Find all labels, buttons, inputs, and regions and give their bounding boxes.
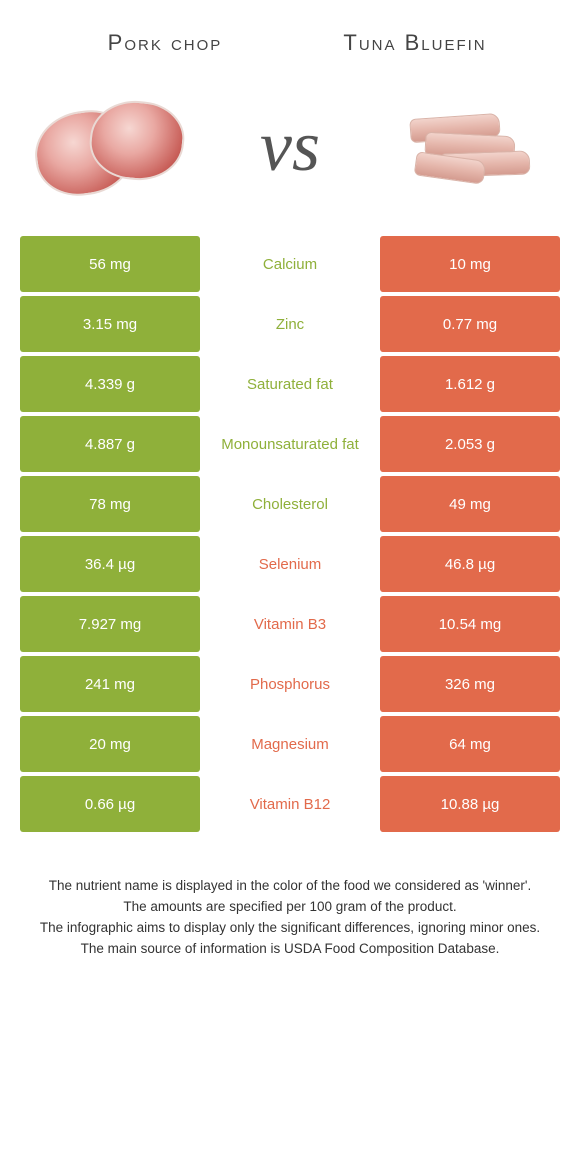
table-row: 36.4 µgSelenium46.8 µg <box>20 536 560 592</box>
left-value: 241 mg <box>20 656 200 712</box>
left-value: 36.4 µg <box>20 536 200 592</box>
nutrient-label: Saturated fat <box>200 356 380 412</box>
right-value: 49 mg <box>380 476 560 532</box>
left-value: 0.66 µg <box>20 776 200 832</box>
right-food-title: Tuna Bluefin <box>290 30 540 56</box>
table-row: 0.66 µgVitamin B1210.88 µg <box>20 776 560 832</box>
right-value: 10 mg <box>380 236 560 292</box>
right-value: 46.8 µg <box>380 536 560 592</box>
right-value: 326 mg <box>380 656 560 712</box>
nutrient-table: 56 mgCalcium10 mg3.15 mgZinc0.77 mg4.339… <box>20 236 560 832</box>
table-row: 56 mgCalcium10 mg <box>20 236 560 292</box>
left-value: 78 mg <box>20 476 200 532</box>
table-row: 78 mgCholesterol49 mg <box>20 476 560 532</box>
right-value: 0.77 mg <box>380 296 560 352</box>
left-value: 4.887 g <box>20 416 200 472</box>
left-food-title: Pork chop <box>40 30 290 56</box>
table-row: 241 mgPhosphorus326 mg <box>20 656 560 712</box>
pork-chop-image <box>30 86 190 206</box>
tuna-image <box>390 86 550 206</box>
right-value: 1.612 g <box>380 356 560 412</box>
table-row: 4.339 gSaturated fat1.612 g <box>20 356 560 412</box>
header: Pork chop Tuna Bluefin <box>0 0 580 76</box>
right-value: 64 mg <box>380 716 560 772</box>
left-value: 3.15 mg <box>20 296 200 352</box>
nutrient-label: Vitamin B3 <box>200 596 380 652</box>
left-value: 4.339 g <box>20 356 200 412</box>
footer-line: The main source of information is USDA F… <box>30 939 550 960</box>
right-value: 2.053 g <box>380 416 560 472</box>
footer-line: The amounts are specified per 100 gram o… <box>30 897 550 918</box>
nutrient-label: Vitamin B12 <box>200 776 380 832</box>
nutrient-label: Zinc <box>200 296 380 352</box>
table-row: 3.15 mgZinc0.77 mg <box>20 296 560 352</box>
footer-notes: The nutrient name is displayed in the co… <box>0 836 580 960</box>
footer-line: The infographic aims to display only the… <box>30 918 550 939</box>
nutrient-label: Calcium <box>200 236 380 292</box>
right-value: 10.54 mg <box>380 596 560 652</box>
nutrient-label: Monounsaturated fat <box>200 416 380 472</box>
nutrient-label: Phosphorus <box>200 656 380 712</box>
left-value: 20 mg <box>20 716 200 772</box>
right-value: 10.88 µg <box>380 776 560 832</box>
hero-row: vs <box>0 76 580 236</box>
table-row: 20 mgMagnesium64 mg <box>20 716 560 772</box>
vs-label: vs <box>260 105 320 188</box>
table-row: 4.887 gMonounsaturated fat2.053 g <box>20 416 560 472</box>
nutrient-label: Selenium <box>200 536 380 592</box>
left-value: 56 mg <box>20 236 200 292</box>
nutrient-label: Cholesterol <box>200 476 380 532</box>
table-row: 7.927 mgVitamin B310.54 mg <box>20 596 560 652</box>
nutrient-label: Magnesium <box>200 716 380 772</box>
left-value: 7.927 mg <box>20 596 200 652</box>
footer-line: The nutrient name is displayed in the co… <box>30 876 550 897</box>
